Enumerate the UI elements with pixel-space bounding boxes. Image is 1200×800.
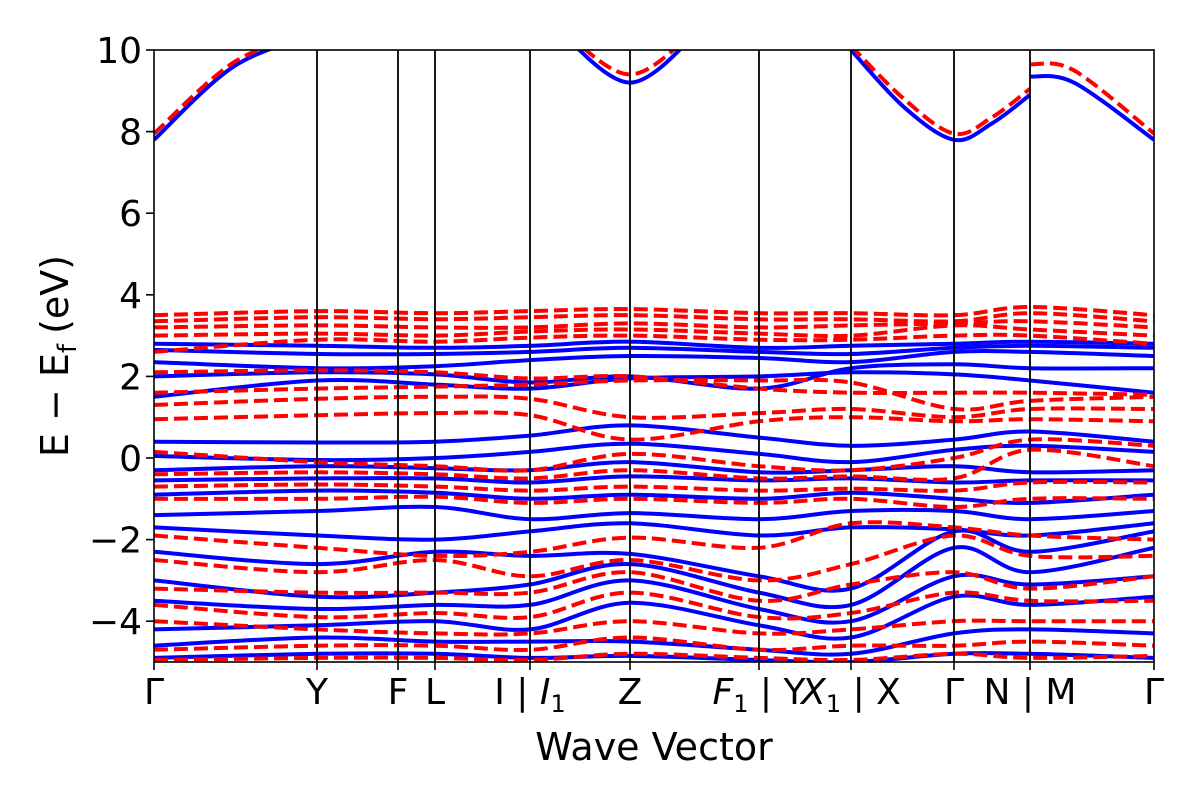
dashed-band-14 — [154, 447, 1154, 482]
y-tick-label-6: 8 — [119, 113, 142, 154]
dashed-band-6 — [154, 319, 1154, 330]
x-tick-label-0: Γ — [144, 672, 164, 713]
y-tick-label-3: 2 — [119, 357, 142, 398]
solid-band-8 — [154, 370, 1154, 399]
solid-band-3 — [1029, 73, 1154, 142]
dashed-band-16 — [154, 494, 1154, 510]
solid-band-0 — [154, 50, 274, 142]
dashed-band-13 — [154, 437, 1154, 473]
solid-band-18 — [154, 572, 1154, 625]
y-tick-label-4: 4 — [119, 276, 142, 317]
dashed-band-7 — [154, 323, 1154, 339]
solid-band-6 — [154, 348, 1154, 371]
y-tick-label-7: 10 — [96, 31, 142, 72]
dashed-band-0 — [154, 50, 264, 136]
y-axis-title-unit: (eV) — [33, 255, 77, 334]
x-tick-label-10: Γ — [1144, 672, 1164, 713]
x-tick-label-8: Γ — [944, 672, 964, 713]
plot-frame — [153, 49, 1155, 663]
dashed-band-19 — [154, 570, 1154, 603]
y-tick-label-5: 6 — [119, 194, 142, 235]
dashed-band-20 — [154, 590, 1154, 621]
dashed-band-5 — [154, 311, 1154, 324]
solid-band-20 — [154, 627, 1154, 657]
dashed-band-17 — [154, 520, 1154, 559]
dashed-band-22 — [154, 635, 1154, 653]
dashed-band-18 — [154, 533, 1154, 583]
x-axis-title: Wave Vector — [535, 725, 773, 769]
bands-layer — [154, 50, 1154, 662]
dashed-band-3 — [1029, 61, 1154, 136]
solid-band-14 — [154, 504, 1154, 522]
dashed-band-23 — [154, 651, 1154, 662]
solid-band-13 — [154, 488, 1154, 505]
solid-band-21 — [154, 651, 1154, 662]
dashed-band-15 — [154, 479, 1154, 493]
y-tick-label-2: 0 — [119, 439, 142, 480]
dashed-band-1 — [582, 50, 677, 77]
solid-band-19 — [154, 593, 1154, 641]
y-axis-title-sub: f — [53, 343, 83, 353]
dashed-band-21 — [154, 618, 1154, 637]
solid-band-5 — [154, 343, 1154, 357]
solid-band-16 — [154, 528, 1154, 593]
x-tick-label-9: N | M — [983, 672, 1076, 713]
x-tick-label-6: F1 | Y — [712, 672, 806, 718]
solid-band-4 — [154, 339, 1154, 350]
x-tick-label-2: F — [388, 672, 409, 713]
y-tick-label-0: −4 — [89, 602, 142, 643]
solid-band-12 — [154, 474, 1154, 485]
y-axis: −4 −2 0 2 4 6 8 10 — [89, 31, 154, 643]
dashed-band-11 — [154, 394, 1154, 420]
dashed-band-10 — [154, 377, 1154, 412]
x-tick-label-5: Z — [618, 672, 643, 713]
dashed-band-8 — [154, 332, 1154, 354]
dashed-band-12 — [154, 410, 1154, 442]
x-tick-label-1: Y — [305, 672, 329, 713]
x-tick-label-3: L — [425, 672, 445, 713]
kpath-vertical-lines — [316, 50, 1031, 662]
solid-band-9 — [154, 423, 1154, 448]
y-axis-title: E − Ef (eV) — [33, 255, 83, 457]
solid-band-17 — [154, 545, 1154, 610]
dashed-band-2 — [852, 50, 1032, 137]
y-tick-label-1: −2 — [89, 521, 142, 562]
y-axis-title-main: E − E — [33, 353, 77, 457]
solid-band-11 — [154, 460, 1154, 475]
dashed-band-4 — [154, 304, 1154, 318]
x-tick-label-4: I | I1 — [494, 672, 566, 718]
x-tick-label-7: X1 | X — [799, 672, 901, 718]
